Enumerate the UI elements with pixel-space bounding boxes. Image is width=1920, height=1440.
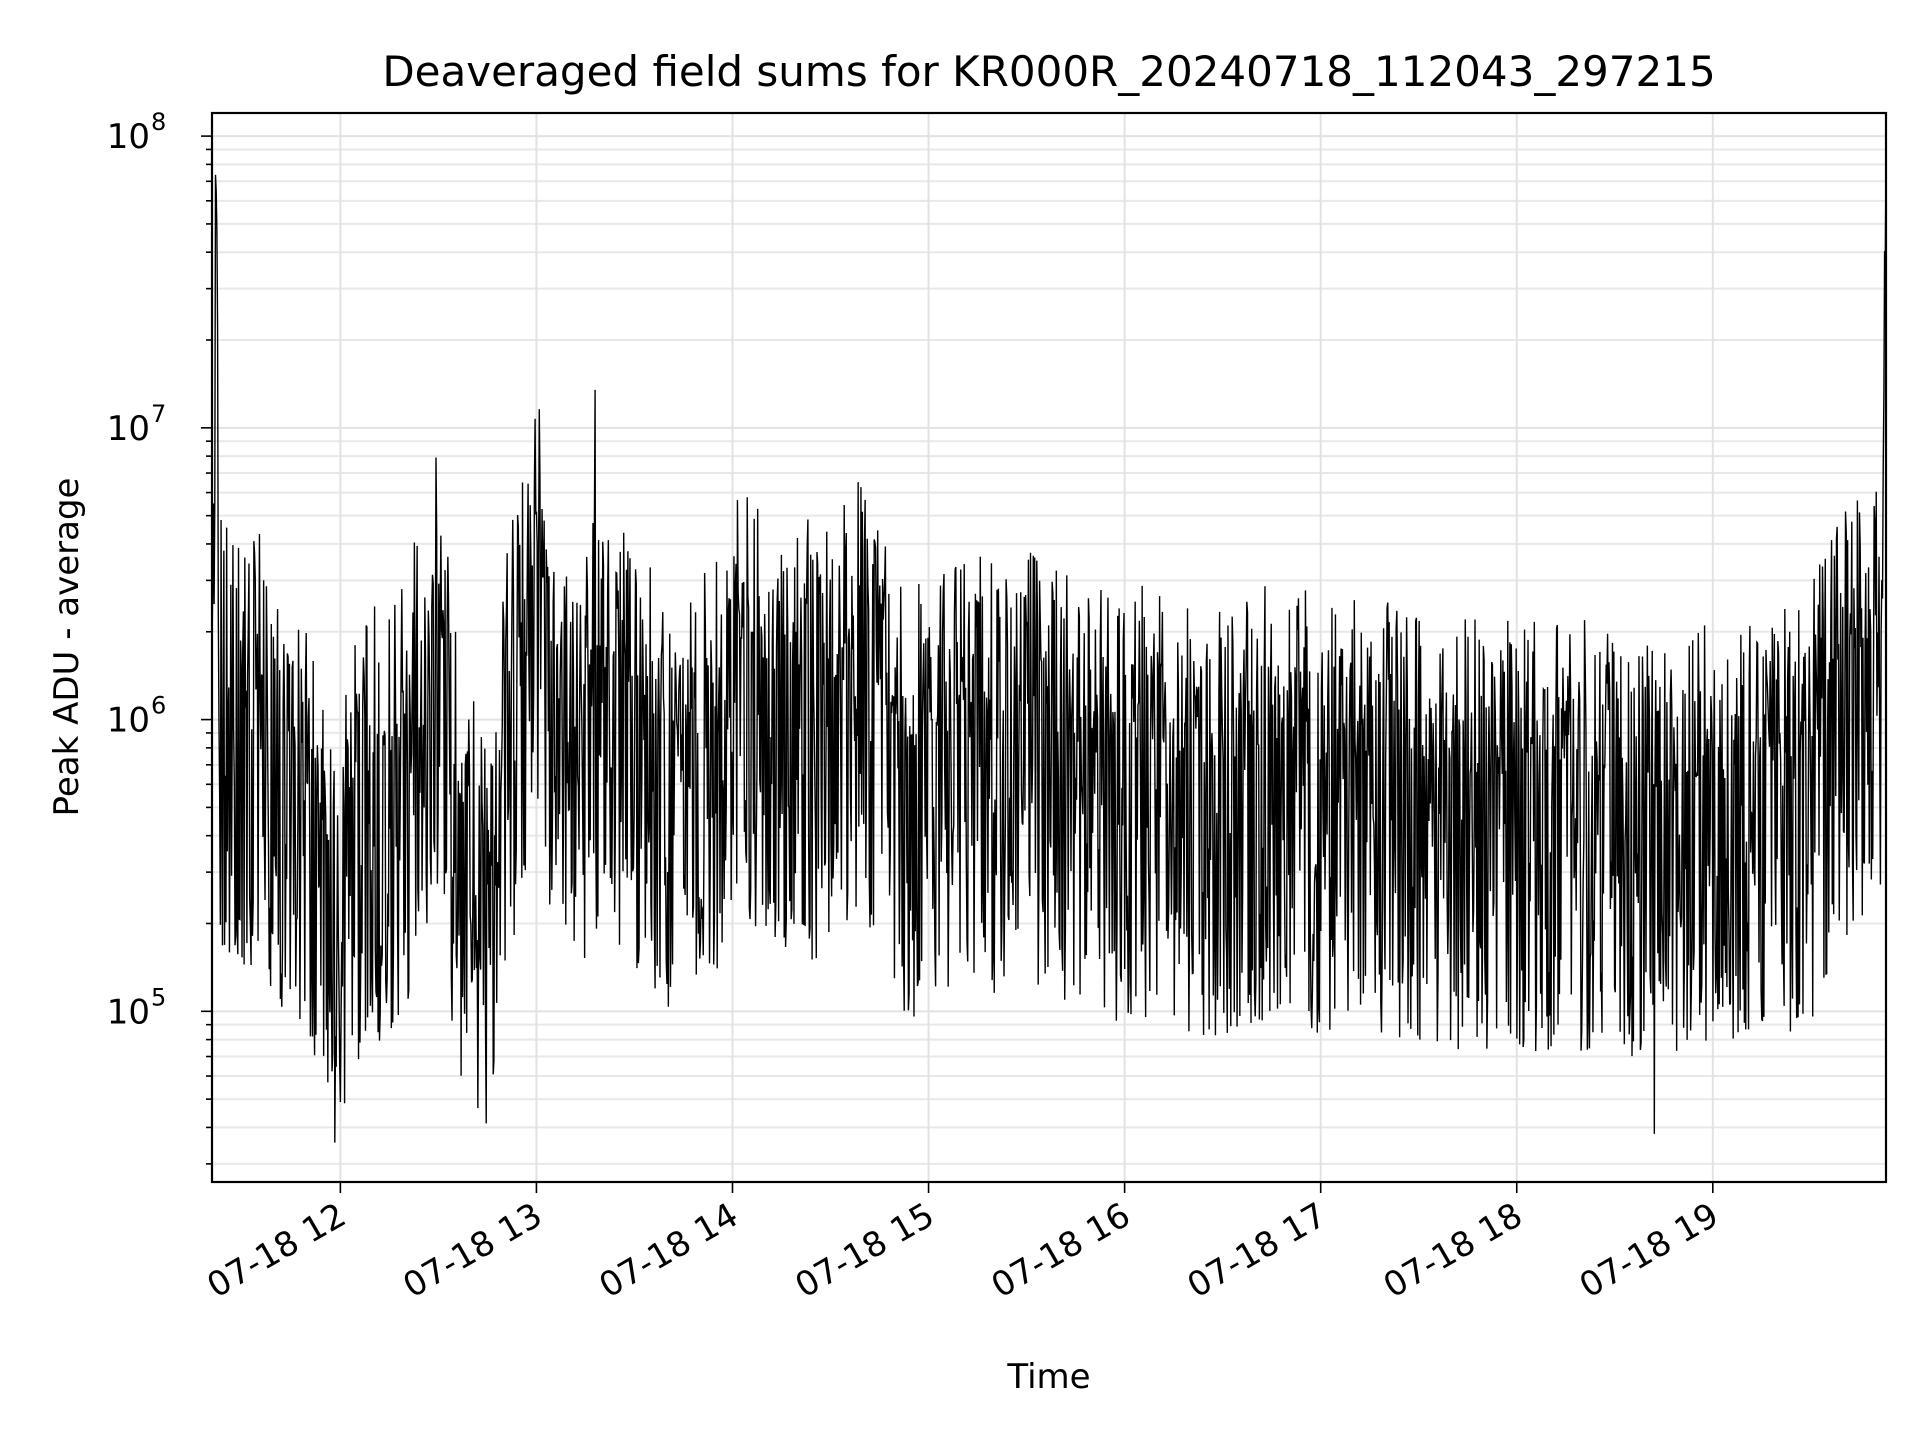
y-tick-label: 10 bbox=[107, 992, 150, 1032]
y-tick-exponent: 7 bbox=[151, 400, 166, 428]
series-line bbox=[211, 164, 1887, 1143]
y-tick-label: 10 bbox=[107, 117, 150, 157]
y-tick-exponent: 6 bbox=[151, 692, 166, 720]
y-axis-label: Peak ADU - average bbox=[47, 478, 87, 817]
chart-title: Deaveraged field sums for KR000R_2024071… bbox=[382, 47, 1715, 96]
series-layer bbox=[211, 164, 1887, 1143]
y-tick-label: 10 bbox=[107, 701, 150, 741]
y-tick-label: 10 bbox=[107, 409, 150, 449]
x-axis-label: Time bbox=[1006, 1357, 1090, 1397]
plot-frame bbox=[210, 111, 1888, 1184]
y-tick-exponent: 8 bbox=[151, 108, 166, 136]
y-tick-exponent: 5 bbox=[151, 983, 166, 1011]
